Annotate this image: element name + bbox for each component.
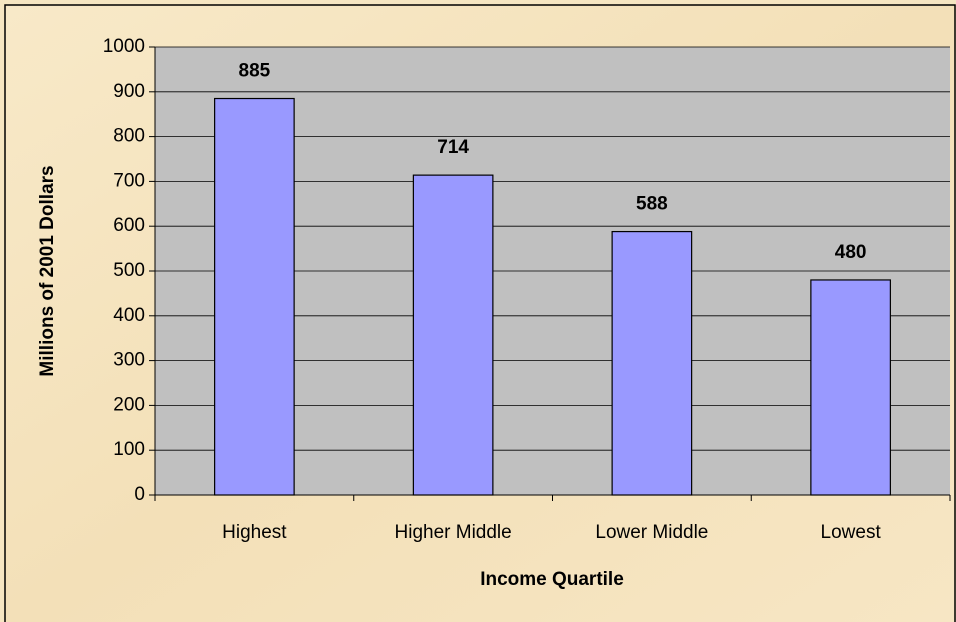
bar [611,230,693,496]
data-label: 588 [636,194,668,215]
data-label: 480 [835,242,867,263]
x-tick-label: Lowest [821,522,882,543]
y-axis-label: Millions of 2001 Dollars [37,165,58,376]
y-tick-label: 900 [113,81,145,102]
y-tick-label: 100 [113,439,145,460]
data-label: 714 [437,137,469,158]
bar [214,97,295,496]
y-tick-label: 400 [113,305,145,326]
y-tick-label: 0 [134,484,145,505]
y-tick-label: 500 [113,260,145,281]
x-tick-label: Lower Middle [595,522,708,543]
bar [412,174,494,496]
y-tick-label: 800 [113,126,145,147]
bar [810,279,891,496]
y-tick-label: 1000 [103,36,145,57]
y-tick-label: 200 [113,394,145,415]
data-label: 885 [239,61,271,82]
x-tick-label: Highest [222,522,287,543]
y-tick-label: 600 [113,215,145,236]
x-tick-label: Higher Middle [395,522,512,543]
y-tick-label: 700 [113,170,145,191]
y-tick-label: 300 [113,350,145,371]
x-axis-label: Income Quartile [480,569,624,590]
